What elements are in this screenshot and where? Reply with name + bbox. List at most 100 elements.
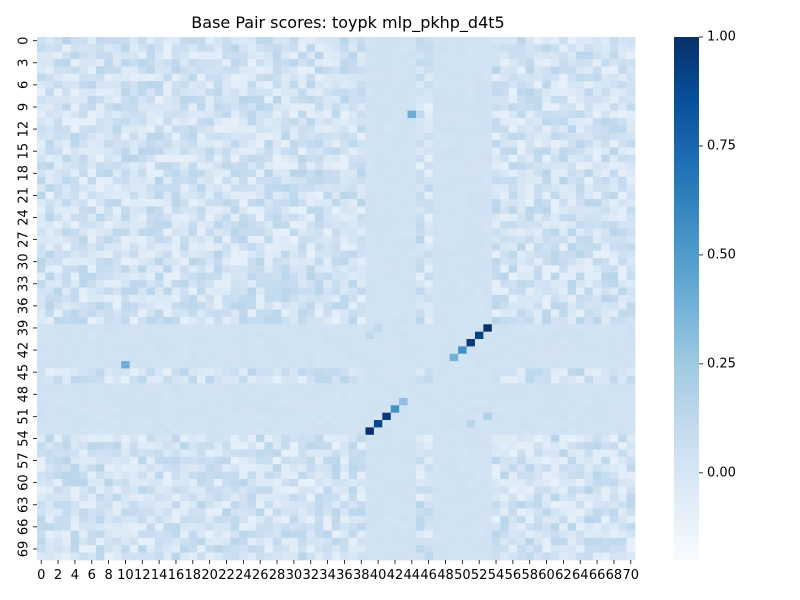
- heatmap-cell: [508, 37, 518, 45]
- heatmap-cell: [79, 184, 88, 193]
- heatmap-cell: [53, 228, 63, 237]
- heatmap-cell: [53, 316, 63, 325]
- heatmap-cell: [45, 412, 55, 421]
- heatmap-cell: [567, 243, 577, 252]
- heatmap-cell: [449, 383, 459, 391]
- heatmap-cell: [458, 221, 467, 229]
- heatmap-cell: [171, 154, 181, 163]
- heatmap-cell: [197, 537, 206, 546]
- heatmap-cell: [618, 493, 627, 502]
- heatmap-cell: [323, 228, 333, 237]
- heatmap-cell: [609, 243, 619, 252]
- heatmap-cell: [592, 88, 602, 97]
- heatmap-cell: [121, 73, 131, 82]
- heatmap-cell: [525, 353, 535, 362]
- heatmap-cell: [314, 501, 324, 509]
- heatmap-cell: [559, 515, 569, 524]
- heatmap-cell: [382, 412, 392, 421]
- heatmap-cell: [239, 118, 248, 126]
- heatmap-cell: [542, 375, 552, 384]
- heatmap-cell: [247, 552, 257, 561]
- heatmap-cell: [584, 309, 594, 318]
- heatmap-cell: [129, 287, 139, 296]
- heatmap-cell: [112, 420, 122, 428]
- heatmap-cell: [298, 213, 307, 222]
- heatmap-cell: [491, 515, 501, 524]
- heatmap-cell: [188, 73, 198, 82]
- heatmap-cell: [525, 508, 535, 517]
- heatmap-cell: [95, 405, 105, 414]
- heatmap-cell: [382, 361, 392, 369]
- heatmap-cell: [449, 471, 459, 480]
- heatmap-cell: [298, 449, 307, 458]
- heatmap-cell: [37, 95, 46, 104]
- heatmap-cell: [171, 530, 181, 539]
- heatmap-cell: [542, 81, 552, 89]
- heatmap-cell: [592, 191, 602, 200]
- heatmap-cell: [146, 199, 156, 207]
- heatmap-cell: [112, 427, 122, 436]
- heatmap-cell: [264, 471, 274, 480]
- heatmap-cell: [247, 280, 257, 288]
- heatmap-cell: [365, 103, 375, 112]
- heatmap-cell: [129, 537, 139, 546]
- heatmap-cell: [104, 125, 114, 134]
- heatmap-cell: [576, 287, 585, 296]
- heatmap-cell: [357, 537, 366, 546]
- heatmap-cell: [416, 37, 425, 45]
- heatmap-cell: [264, 169, 274, 178]
- heatmap-cell: [272, 243, 282, 252]
- heatmap-cell: [95, 132, 105, 141]
- heatmap-cell: [491, 132, 501, 141]
- heatmap-cell: [584, 103, 594, 112]
- heatmap-cell: [449, 456, 459, 465]
- heatmap-cell: [567, 390, 577, 399]
- heatmap-cell: [559, 316, 569, 325]
- heatmap-cell: [255, 51, 265, 60]
- heatmap-cell: [163, 523, 173, 531]
- heatmap-cell: [104, 427, 114, 436]
- heatmap-cell: [382, 434, 392, 443]
- heatmap-cell: [373, 537, 383, 546]
- heatmap-cell: [264, 545, 274, 554]
- heatmap-cell: [45, 383, 55, 391]
- heatmap-cell: [70, 235, 80, 244]
- heatmap-cell: [441, 294, 451, 303]
- heatmap-cell: [104, 191, 114, 200]
- heatmap-cell: [171, 405, 181, 414]
- heatmap-cell: [592, 361, 602, 369]
- heatmap-cell: [382, 169, 392, 178]
- heatmap-cell: [239, 147, 248, 156]
- heatmap-cell: [390, 420, 400, 428]
- heatmap-cell: [104, 464, 114, 473]
- heatmap-cell: [399, 184, 408, 193]
- heatmap-cell: [373, 81, 383, 89]
- heatmap-cell: [424, 545, 434, 554]
- heatmap-cell: [432, 471, 442, 480]
- heatmap-cell: [365, 140, 375, 148]
- heatmap-cell: [163, 154, 173, 163]
- heatmap-cell: [424, 530, 434, 539]
- heatmap-cell: [340, 199, 350, 207]
- heatmap-cell: [79, 294, 88, 303]
- heatmap-cell: [112, 346, 122, 355]
- heatmap-cell: [205, 501, 215, 509]
- heatmap-cell: [121, 280, 131, 288]
- heatmap-cell: [197, 361, 206, 369]
- heatmap-cell: [230, 184, 240, 193]
- heatmap-cell: [146, 427, 156, 436]
- heatmap-cell: [609, 37, 619, 45]
- heatmap-cell: [365, 508, 375, 517]
- heatmap-cell: [365, 199, 375, 207]
- heatmap-cell: [213, 537, 223, 546]
- heatmap-cell: [298, 176, 307, 185]
- heatmap-cell: [121, 471, 131, 480]
- heatmap-cell: [331, 464, 341, 473]
- heatmap-cell: [95, 530, 105, 539]
- heatmap-cell: [197, 154, 206, 163]
- heatmap-cell: [483, 44, 493, 53]
- heatmap-cell: [626, 471, 636, 480]
- heatmap-cell: [517, 235, 526, 244]
- heatmap-cell: [104, 478, 114, 487]
- heatmap-cell: [239, 368, 248, 377]
